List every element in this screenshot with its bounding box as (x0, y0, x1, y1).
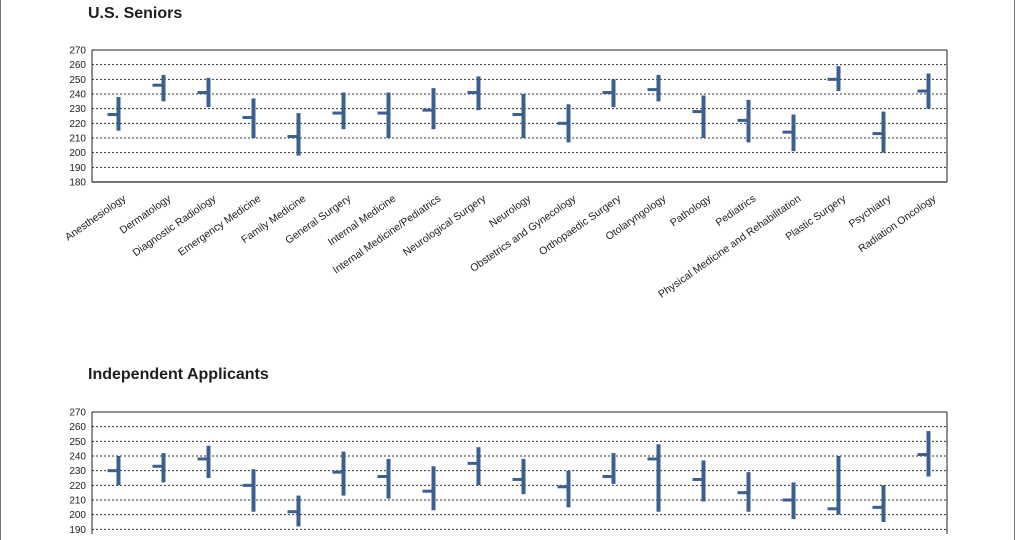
chart-title-us-seniors: U.S. Seniors (88, 5, 183, 22)
mean-marker (827, 507, 839, 511)
mean-marker (467, 461, 479, 465)
mean-marker (422, 108, 434, 112)
mean-marker (377, 111, 389, 115)
range-bar (566, 470, 571, 508)
range-bar (386, 92, 391, 138)
mean-marker (107, 113, 119, 117)
range-bar (206, 445, 211, 478)
mean-marker (287, 510, 299, 514)
range-bar (251, 469, 256, 512)
category-label: Orthopaedic Surgery (537, 192, 624, 258)
mean-marker (512, 477, 524, 481)
range-bar (431, 466, 436, 511)
mean-marker (782, 130, 794, 134)
mean-marker (692, 110, 704, 114)
mean-marker (692, 477, 704, 481)
y-tick-label: 220 (69, 481, 86, 492)
y-tick-label: 270 (69, 46, 86, 57)
y-tick-label: 200 (69, 148, 86, 159)
range-bar (341, 92, 346, 130)
mean-marker (557, 485, 569, 489)
mean-marker (872, 132, 884, 136)
y-tick-label: 190 (69, 163, 86, 174)
range-bar (161, 74, 166, 102)
y-tick-label: 230 (69, 104, 86, 115)
mean-marker (917, 453, 929, 457)
y-tick-label: 210 (69, 134, 86, 145)
category-label: Neurological Surgery (401, 192, 489, 258)
y-tick-label: 260 (69, 60, 86, 71)
mean-marker (467, 91, 479, 95)
mean-marker (602, 91, 614, 95)
mean-marker (737, 118, 749, 122)
mean-marker (737, 491, 749, 495)
chart-title-independent-applicants: Independent Applicants (88, 366, 269, 383)
range-bar (476, 447, 481, 486)
mean-marker (557, 121, 569, 125)
range-bar (701, 95, 706, 138)
category-label: Anesthesiology (63, 192, 129, 243)
y-tick-label: 270 (69, 408, 86, 419)
mean-marker (647, 88, 659, 92)
mean-marker (827, 77, 839, 81)
category-label: Radiation Oncology (856, 192, 939, 255)
y-tick-label: 190 (69, 525, 86, 534)
y-tick-label: 220 (69, 119, 86, 130)
y-tick-label: 240 (69, 90, 86, 101)
mean-marker (152, 83, 164, 87)
range-bar (881, 485, 886, 522)
mean-marker (242, 483, 254, 487)
y-tick-label: 240 (69, 452, 86, 463)
range-bar (521, 458, 526, 495)
mean-marker (512, 113, 524, 117)
mean-marker (332, 111, 344, 115)
y-tick-label: 260 (69, 422, 86, 433)
y-tick-label: 200 (69, 510, 86, 521)
y-tick-label: 180 (69, 178, 86, 189)
y-tick-label: 230 (69, 466, 86, 477)
mean-marker (872, 505, 884, 509)
y-tick-label: 250 (69, 75, 86, 86)
mean-marker (152, 464, 164, 468)
mean-marker (197, 91, 209, 95)
mean-marker (422, 489, 434, 493)
mean-marker (917, 89, 929, 93)
range-bar (611, 453, 616, 484)
range-bar (296, 113, 301, 156)
mean-marker (332, 470, 344, 474)
y-tick-label: 250 (69, 437, 86, 448)
mean-marker (197, 457, 209, 461)
mean-marker (377, 475, 389, 479)
range-bar (836, 456, 841, 515)
category-label: Diagnostic Radiology (131, 192, 219, 259)
category-label: Pathology (668, 192, 714, 229)
mean-marker (242, 115, 254, 119)
category-label: Emergency Medicine (176, 193, 263, 259)
range-bar (656, 444, 661, 512)
mean-marker (782, 498, 794, 502)
mean-marker (287, 135, 299, 139)
range-bar (386, 458, 391, 499)
mean-marker (602, 475, 614, 479)
mean-marker (647, 457, 659, 461)
mean-marker (107, 469, 119, 473)
y-tick-label: 210 (69, 496, 86, 507)
